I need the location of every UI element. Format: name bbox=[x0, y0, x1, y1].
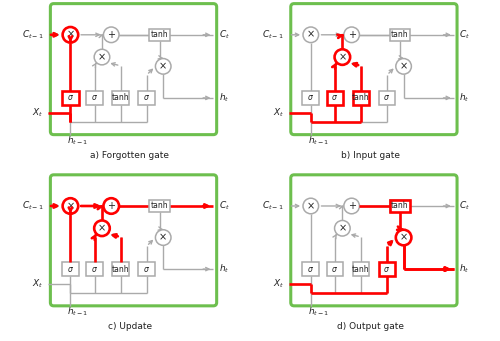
Circle shape bbox=[344, 27, 360, 43]
FancyBboxPatch shape bbox=[326, 262, 344, 276]
Text: ×: × bbox=[159, 233, 168, 242]
Text: $C_t$: $C_t$ bbox=[219, 200, 230, 212]
Circle shape bbox=[62, 27, 78, 43]
Text: $\sigma$: $\sigma$ bbox=[67, 265, 74, 273]
Text: $\sigma$: $\sigma$ bbox=[332, 93, 338, 102]
Text: $C_t$: $C_t$ bbox=[460, 29, 470, 41]
Text: a) Forgotten gate: a) Forgotten gate bbox=[90, 151, 170, 160]
Text: $h_t$: $h_t$ bbox=[219, 263, 230, 275]
FancyBboxPatch shape bbox=[378, 91, 395, 105]
Text: $h_{t-1}$: $h_{t-1}$ bbox=[67, 134, 88, 147]
Text: b) Input gate: b) Input gate bbox=[340, 151, 400, 160]
Text: ×: × bbox=[66, 201, 74, 211]
FancyBboxPatch shape bbox=[302, 91, 319, 105]
Text: tanh: tanh bbox=[391, 30, 408, 39]
Text: tanh: tanh bbox=[112, 93, 130, 102]
Text: $C_{t-1}$: $C_{t-1}$ bbox=[262, 200, 284, 212]
Text: $\sigma$: $\sigma$ bbox=[91, 265, 98, 273]
Circle shape bbox=[156, 59, 171, 74]
FancyBboxPatch shape bbox=[150, 200, 170, 212]
FancyBboxPatch shape bbox=[86, 262, 103, 276]
Circle shape bbox=[62, 198, 78, 214]
Text: $C_t$: $C_t$ bbox=[460, 200, 470, 212]
Text: tanh: tanh bbox=[112, 265, 130, 273]
Circle shape bbox=[303, 27, 318, 43]
Circle shape bbox=[396, 230, 411, 245]
Text: ×: × bbox=[306, 30, 315, 40]
FancyBboxPatch shape bbox=[62, 262, 79, 276]
Text: tanh: tanh bbox=[391, 202, 408, 210]
Text: d) Output gate: d) Output gate bbox=[336, 322, 404, 331]
Text: tanh: tanh bbox=[352, 93, 370, 102]
Text: $h_t$: $h_t$ bbox=[460, 263, 469, 275]
Text: $X_t$: $X_t$ bbox=[272, 278, 284, 290]
Text: $C_{t-1}$: $C_{t-1}$ bbox=[22, 200, 44, 212]
Text: tanh: tanh bbox=[391, 202, 408, 210]
Text: $X_t$: $X_t$ bbox=[32, 106, 44, 119]
FancyBboxPatch shape bbox=[352, 91, 370, 105]
FancyBboxPatch shape bbox=[390, 200, 410, 212]
Circle shape bbox=[344, 198, 360, 214]
Text: $C_{t-1}$: $C_{t-1}$ bbox=[262, 29, 284, 41]
Text: +: + bbox=[107, 30, 115, 40]
Circle shape bbox=[334, 221, 350, 236]
FancyBboxPatch shape bbox=[150, 29, 170, 41]
Text: $\sigma$: $\sigma$ bbox=[308, 265, 314, 273]
Text: ×: × bbox=[338, 52, 346, 62]
Text: $h_t$: $h_t$ bbox=[219, 92, 230, 104]
Text: ×: × bbox=[338, 223, 346, 233]
Text: $h_{t-1}$: $h_{t-1}$ bbox=[67, 306, 88, 318]
FancyBboxPatch shape bbox=[352, 262, 370, 276]
Text: $X_t$: $X_t$ bbox=[272, 106, 284, 119]
FancyBboxPatch shape bbox=[62, 91, 79, 105]
Text: tanh: tanh bbox=[150, 202, 168, 210]
FancyBboxPatch shape bbox=[378, 262, 395, 276]
Circle shape bbox=[334, 49, 350, 65]
Text: c) Update: c) Update bbox=[108, 322, 152, 331]
Text: tanh: tanh bbox=[352, 265, 370, 273]
FancyBboxPatch shape bbox=[112, 262, 129, 276]
Text: tanh: tanh bbox=[150, 30, 168, 39]
Circle shape bbox=[104, 27, 119, 43]
FancyBboxPatch shape bbox=[138, 91, 155, 105]
Text: ×: × bbox=[400, 61, 407, 71]
Text: $h_{t-1}$: $h_{t-1}$ bbox=[308, 134, 329, 147]
Text: ×: × bbox=[66, 30, 74, 40]
Text: $h_{t-1}$: $h_{t-1}$ bbox=[308, 306, 329, 318]
Text: $\sigma$: $\sigma$ bbox=[91, 93, 98, 102]
Text: ×: × bbox=[306, 201, 315, 211]
Text: $\sigma$: $\sigma$ bbox=[384, 93, 390, 102]
Text: ×: × bbox=[98, 52, 106, 62]
Text: ×: × bbox=[400, 233, 407, 242]
FancyBboxPatch shape bbox=[302, 262, 319, 276]
FancyBboxPatch shape bbox=[138, 262, 155, 276]
Text: $\sigma$: $\sigma$ bbox=[143, 265, 150, 273]
Circle shape bbox=[156, 230, 171, 245]
Text: $C_t$: $C_t$ bbox=[219, 29, 230, 41]
Circle shape bbox=[94, 221, 110, 236]
Text: +: + bbox=[348, 30, 356, 40]
Text: ×: × bbox=[159, 61, 168, 71]
Circle shape bbox=[104, 198, 119, 214]
Text: ×: × bbox=[98, 223, 106, 233]
Text: $h_t$: $h_t$ bbox=[460, 92, 469, 104]
Text: $\sigma$: $\sigma$ bbox=[384, 265, 390, 273]
FancyBboxPatch shape bbox=[112, 91, 129, 105]
Text: $\sigma$: $\sigma$ bbox=[308, 93, 314, 102]
Circle shape bbox=[94, 49, 110, 65]
Text: +: + bbox=[107, 201, 115, 211]
FancyBboxPatch shape bbox=[390, 200, 410, 212]
Text: $\sigma$: $\sigma$ bbox=[67, 93, 74, 102]
FancyBboxPatch shape bbox=[86, 91, 103, 105]
Text: +: + bbox=[348, 201, 356, 211]
FancyBboxPatch shape bbox=[326, 91, 344, 105]
Text: $C_{t-1}$: $C_{t-1}$ bbox=[22, 29, 44, 41]
Circle shape bbox=[396, 59, 411, 74]
Text: $\sigma$: $\sigma$ bbox=[143, 93, 150, 102]
Circle shape bbox=[303, 198, 318, 214]
Text: $\sigma$: $\sigma$ bbox=[332, 265, 338, 273]
FancyBboxPatch shape bbox=[390, 29, 410, 41]
Text: $X_t$: $X_t$ bbox=[32, 278, 44, 290]
